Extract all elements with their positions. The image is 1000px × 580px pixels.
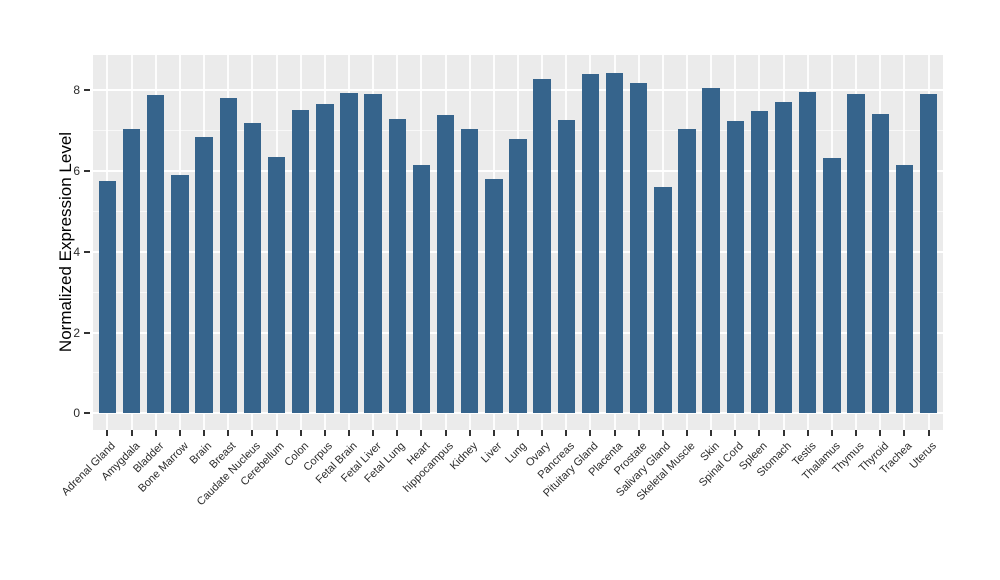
x-tick-mark-thyroid (879, 430, 882, 436)
x-tick-mark-cerebellum (275, 430, 278, 436)
x-tick-mark-adrenal-gland (106, 430, 109, 436)
x-tick-mark-spinal-cord (734, 430, 737, 436)
y-tick-label-2: 2 (73, 325, 80, 340)
x-tick-mark-prostate (637, 430, 640, 436)
x-tick-mark-thalamus (830, 430, 833, 436)
bar-colon (291, 109, 310, 414)
x-tick-mark-kidney (468, 430, 471, 436)
bar-testis (799, 92, 817, 414)
x-tick-mark-thymus (855, 430, 858, 436)
x-tick-mark-uterus (927, 430, 930, 436)
bar-uterus (919, 93, 938, 414)
y-tick-mark-4 (84, 250, 90, 253)
bar-skeletal-muscle (678, 128, 696, 414)
bar-bone-marrow (171, 175, 189, 414)
x-tick-mark-spleen (758, 430, 761, 436)
x-tick-mark-bladder (154, 430, 157, 436)
x-tick-mark-breast (227, 430, 230, 436)
bar-thymus (847, 93, 865, 414)
x-tick-mark-lung (517, 430, 519, 436)
y-tick-mark-8 (84, 89, 90, 92)
x-tick-mark-trachea (903, 430, 906, 436)
x-tick-mark-heart (420, 430, 423, 436)
bar-placenta (605, 73, 624, 414)
bar-spinal-cord (726, 120, 744, 414)
bar-skin (702, 88, 720, 414)
y-tick-mark-2 (84, 331, 90, 334)
bar-adrenal-gland (98, 181, 117, 414)
bar-heart (412, 164, 431, 414)
x-tick-mark-pituitary-gland (589, 430, 592, 436)
plot-panel (93, 55, 943, 430)
x-tick-label-uterus: Uterus (907, 440, 939, 472)
bar-spleen (750, 111, 769, 414)
bar-caudate-nucleus (243, 122, 262, 414)
bar-amygdala (122, 128, 141, 414)
bar-salivary-gland (654, 187, 672, 414)
x-tick-mark-pancreas (565, 430, 568, 436)
x-tick-mark-placenta (613, 430, 616, 436)
bar-corpus (316, 104, 334, 414)
x-tick-mark-fetal-lung (396, 430, 399, 436)
bar-fetal-brain (340, 93, 358, 414)
y-tick-label-0: 0 (73, 406, 80, 421)
y-tick-label-6: 6 (73, 164, 80, 179)
bar-thyroid (871, 113, 889, 414)
x-tick-mark-testis (806, 430, 809, 436)
y-tick-label-8: 8 (73, 83, 80, 98)
bar-stomach (774, 101, 793, 414)
x-tick-mark-caudate-nucleus (251, 430, 254, 436)
bar-bladder (147, 95, 165, 414)
bar-lung (509, 138, 527, 414)
y-tick-mark-6 (84, 170, 90, 173)
bar-thalamus (823, 157, 841, 414)
x-tick-label-liver: Liver (478, 440, 505, 466)
bar-cerebellum (267, 156, 286, 414)
x-tick-mark-ovary (541, 430, 544, 436)
bar-pancreas (557, 119, 575, 414)
bar-pituitary-gland (581, 74, 600, 414)
x-tick-mark-skeletal-muscle (686, 430, 689, 436)
bar-brain (195, 136, 213, 414)
bar-fetal-liver (364, 94, 382, 414)
x-tick-mark-brain (203, 430, 206, 436)
x-tick-mark-hippocampus (444, 430, 447, 436)
bar-breast (219, 97, 237, 414)
x-tick-mark-bone-marrow (178, 430, 181, 436)
bar-ovary (533, 79, 551, 414)
bar-liver (485, 179, 503, 414)
bar-hippocampus (436, 115, 455, 414)
bar-trachea (895, 164, 914, 414)
x-tick-mark-skin (710, 430, 713, 436)
bar-fetal-lung (388, 119, 406, 414)
x-tick-mark-fetal-brain (347, 430, 350, 436)
x-tick-mark-corpus (323, 430, 326, 436)
y-tick-mark-0 (84, 412, 90, 415)
x-tick-mark-stomach (782, 430, 785, 436)
y-tick-label-4: 4 (73, 244, 80, 259)
bar-kidney (461, 129, 479, 414)
x-tick-mark-amygdala (130, 430, 133, 436)
x-tick-mark-liver (492, 430, 495, 436)
x-tick-mark-fetal-liver (372, 430, 375, 436)
x-tick-mark-salivary-gland (661, 430, 664, 436)
bar-prostate (630, 83, 648, 414)
x-tick-mark-colon (299, 430, 302, 436)
